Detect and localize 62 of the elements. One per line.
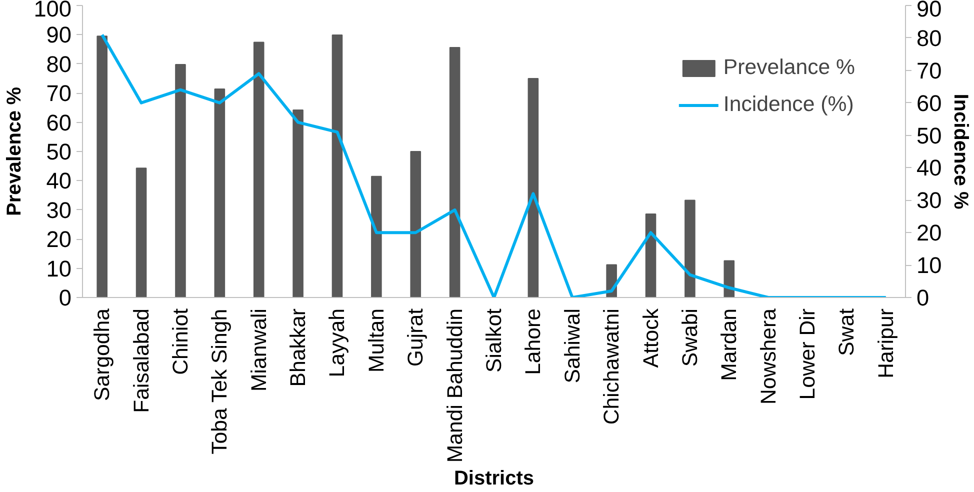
bar	[449, 47, 460, 298]
legend-label: Incidence (%)	[723, 92, 854, 117]
bar	[410, 151, 422, 298]
bar	[96, 36, 108, 298]
x-tick-label: Haripur	[874, 308, 898, 378]
bar	[175, 64, 186, 298]
x-tick-label: Faisalabad	[129, 308, 154, 413]
y2-tick-label: 40	[916, 154, 942, 181]
x-tick-label: Swabi	[678, 308, 702, 367]
bar	[645, 213, 656, 298]
bar	[724, 260, 735, 298]
bar	[371, 176, 382, 298]
x-tick-label: Chiniot	[168, 308, 192, 375]
x-tick-label: Attock	[638, 308, 663, 368]
x-tick-label: Sargodha	[90, 308, 114, 401]
x-tick-label: Mianwali	[246, 308, 271, 392]
y2-tick-label: 70	[916, 57, 942, 84]
x-tick-label: Multan	[364, 308, 388, 373]
y2-tick-label: 0	[916, 284, 930, 310]
x-axis-title: Districts	[454, 468, 534, 490]
y-tick-label: 50	[46, 138, 72, 164]
y-tick-label: 90	[46, 22, 72, 48]
x-tick-label: Gujrat	[404, 308, 428, 367]
bar	[332, 34, 343, 298]
y2-tick-label: 10	[916, 252, 942, 278]
y-tick-label: 60	[46, 109, 72, 136]
x-tick-label: Lower Dir	[796, 308, 820, 400]
line-series	[100, 33, 888, 298]
bar	[136, 168, 147, 298]
x-tick-label: Mandi Bahuddin	[442, 308, 467, 463]
x-tick-label: Bhakkar	[286, 308, 310, 387]
y2-tick-label: 20	[916, 220, 942, 246]
bar	[253, 42, 264, 298]
y-tick-label: 80	[46, 50, 72, 77]
bar	[292, 110, 304, 298]
x-tick-label: Sahiwal	[560, 308, 584, 384]
x-tick-label: Layyah	[325, 308, 350, 378]
x-tick-label: Nowshera	[756, 308, 780, 405]
y-axis-title: Prevalence %	[4, 86, 26, 216]
y2-tick-label: 90	[916, 0, 942, 22]
y2-tick-label: 50	[916, 122, 942, 148]
x-tick-label: Sialkot	[482, 308, 506, 373]
bar	[528, 78, 539, 298]
bar	[684, 200, 696, 298]
bar	[214, 88, 226, 298]
y-tick-label: 20	[46, 226, 72, 252]
y-tick-label: 0	[58, 284, 72, 310]
y2-tick-label: 60	[916, 90, 942, 116]
y2-axis-title: Incidence %	[950, 94, 972, 210]
x-tick-label: Toba Tek Singh	[208, 308, 232, 454]
legend-label: Prevelance %	[723, 55, 855, 80]
y-tick-label: 70	[46, 80, 72, 106]
x-tick-label: Swat	[834, 308, 859, 356]
y-tick-label: 10	[46, 255, 72, 282]
x-tick-label: Chichawatni	[600, 308, 624, 425]
x-tick-label: Mardan	[717, 308, 742, 381]
x-tick-label: Lahore	[521, 308, 546, 375]
y-tick-label: 30	[46, 196, 72, 223]
y2-tick-label: 80	[916, 24, 942, 51]
y2-tick-label: 30	[916, 187, 942, 214]
y-tick-label: 100	[34, 0, 72, 22]
y-tick-label: 40	[46, 168, 72, 194]
